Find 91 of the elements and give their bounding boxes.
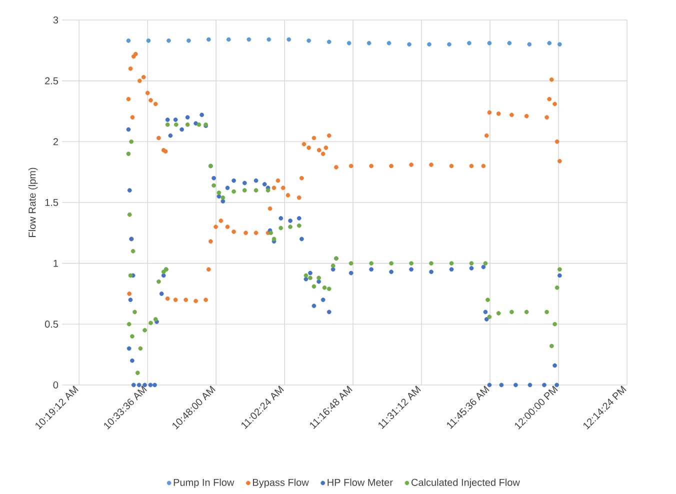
point (174, 122, 178, 127)
point (527, 42, 532, 47)
point (127, 212, 132, 217)
point (467, 40, 472, 46)
point (242, 188, 247, 193)
point (369, 261, 374, 266)
point (312, 284, 316, 289)
point (126, 322, 132, 326)
legend-label: Calculated Injected Flow (412, 478, 520, 488)
point (409, 261, 414, 266)
point (304, 273, 308, 278)
point (389, 261, 394, 266)
point (272, 236, 276, 242)
point (142, 328, 147, 332)
point (308, 276, 312, 280)
point (346, 40, 352, 46)
point (130, 248, 136, 254)
point (278, 226, 284, 230)
point (153, 317, 158, 322)
y-tick-label: 1 (54, 260, 58, 267)
point (254, 188, 258, 193)
point (266, 37, 272, 42)
point (330, 264, 336, 268)
point (146, 38, 151, 43)
point (286, 37, 292, 42)
point (427, 42, 432, 47)
point (129, 139, 134, 144)
point (487, 40, 492, 46)
point (232, 189, 236, 194)
point (212, 183, 216, 188)
point (268, 230, 274, 236)
point (507, 40, 512, 46)
point (447, 42, 452, 47)
point (326, 40, 332, 44)
point (206, 37, 211, 42)
point (524, 310, 529, 314)
point (322, 285, 327, 290)
point (469, 261, 474, 266)
point (552, 322, 558, 326)
point (316, 276, 322, 280)
point (130, 334, 134, 339)
y-tick-label: 1.5 (45, 199, 58, 206)
point (407, 42, 412, 47)
point (510, 310, 514, 314)
point (306, 38, 312, 43)
point (557, 267, 562, 272)
point (554, 285, 560, 290)
point (220, 195, 226, 200)
point (186, 38, 191, 43)
point (557, 42, 562, 47)
point (348, 261, 354, 266)
point (148, 320, 153, 326)
legend-label: Bypass Flow (253, 478, 309, 488)
point (483, 261, 488, 266)
point (185, 122, 190, 127)
point (226, 37, 231, 42)
point (126, 152, 131, 156)
y-tick-label: 0 (53, 381, 58, 389)
point (547, 40, 552, 46)
point (216, 190, 222, 195)
point (487, 314, 492, 320)
point (246, 37, 252, 42)
y-tick-label: 2 (53, 138, 58, 146)
point (544, 310, 550, 314)
point (128, 273, 133, 278)
point (549, 344, 554, 348)
point (132, 310, 137, 314)
point (138, 346, 143, 351)
point (196, 122, 202, 127)
point (165, 122, 170, 127)
point (326, 286, 332, 292)
legend-label: Pump In Flow (174, 478, 234, 488)
point (449, 261, 454, 266)
y-axis-title: Flow Rate (lpm) (28, 168, 38, 237)
point (496, 311, 501, 316)
point (386, 40, 392, 46)
point (266, 188, 270, 193)
y-tick-label: 0.5 (44, 320, 58, 328)
point (166, 38, 171, 43)
point (161, 270, 166, 274)
point (126, 38, 131, 43)
y-tick-label: 3 (53, 16, 58, 24)
point (288, 224, 292, 230)
legend-label: HP Flow Meter (328, 478, 393, 486)
point (486, 298, 490, 302)
point (296, 223, 302, 228)
y-tick-label: 2.5 (45, 77, 58, 84)
point (366, 40, 372, 46)
point (156, 279, 161, 284)
point (429, 261, 434, 266)
point (135, 370, 140, 376)
